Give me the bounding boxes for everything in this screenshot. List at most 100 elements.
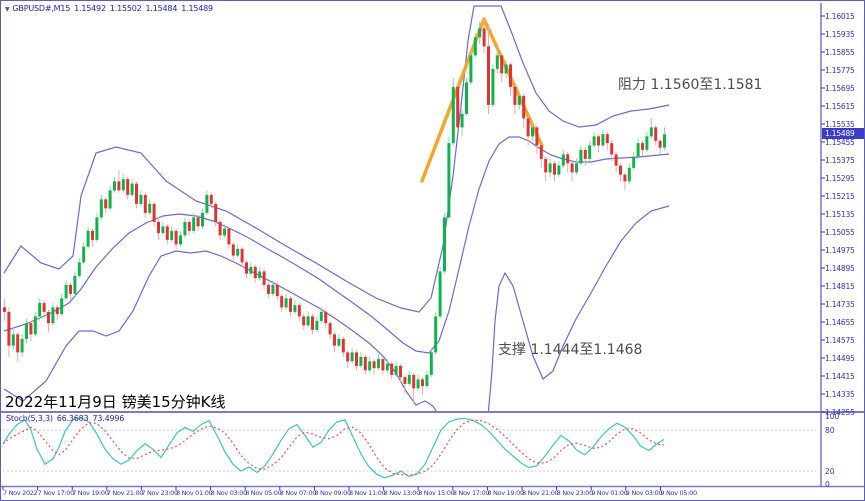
- candle: [469, 50, 473, 85]
- candle: [341, 336, 345, 357]
- candle: [240, 246, 244, 267]
- candle: [513, 84, 517, 114]
- time-axis-label: 8 Nov 15:00: [418, 489, 455, 497]
- candle: [108, 185, 112, 211]
- axis-ticks: [2, 15, 825, 490]
- candle: [267, 282, 270, 299]
- candle: [385, 359, 389, 373]
- candle: [135, 181, 138, 209]
- current-price-tag: 1.15489: [822, 128, 864, 139]
- price-axis-label: 1.15215: [825, 191, 855, 201]
- candle: [60, 293, 64, 317]
- candle: [592, 131, 596, 148]
- price-axis-label: 1.14655: [825, 317, 855, 327]
- candle: [597, 134, 600, 153]
- candle: [42, 300, 46, 319]
- time-axis-label: 7 Nov 17:00: [37, 489, 75, 497]
- candle: [245, 260, 248, 279]
- candle: [359, 352, 363, 369]
- candle: [302, 314, 306, 330]
- price-axis-label: 1.14255: [825, 407, 855, 417]
- candle: [258, 266, 262, 281]
- candle: [654, 125, 658, 146]
- candle: [491, 64, 495, 108]
- candle: [139, 190, 143, 207]
- price-axis-label: 1.14975: [825, 245, 855, 255]
- candle: [201, 208, 204, 229]
- stoch-k-value: 66.3683: [56, 414, 89, 423]
- candle: [205, 190, 209, 216]
- price-axis-label: 1.14815: [825, 281, 855, 291]
- candle: [152, 201, 156, 227]
- candle: [196, 215, 200, 231]
- candle: [11, 327, 15, 351]
- candle: [82, 242, 86, 265]
- candle: [535, 125, 539, 155]
- candle: [55, 305, 59, 321]
- candle: [526, 116, 530, 146]
- candle: [570, 161, 574, 182]
- time-axis-label: 7 Nov 23:00: [141, 489, 178, 497]
- date-note-annotation: 2022年11月9日 镑美15分钟K线: [5, 393, 226, 411]
- candle: [3, 298, 6, 321]
- candle: [324, 309, 328, 328]
- candle: [174, 228, 178, 249]
- candle: [517, 91, 521, 110]
- candle: [377, 354, 380, 371]
- candle: [482, 17, 486, 54]
- candle: [350, 347, 354, 364]
- candle: [588, 140, 592, 162]
- candle: [416, 374, 420, 391]
- candle: [16, 332, 20, 362]
- candle: [187, 219, 191, 236]
- candle: [297, 302, 301, 321]
- candle: [601, 129, 605, 148]
- candle: [412, 372, 416, 405]
- time-axis-label: 8 Nov 17:00: [452, 489, 490, 497]
- price-axis-label: 1.14895: [825, 263, 855, 273]
- candle: [165, 224, 169, 245]
- candle: [218, 219, 222, 240]
- candle: [143, 192, 147, 218]
- candle: [33, 311, 37, 337]
- candle: [170, 226, 174, 243]
- candle: [249, 262, 253, 276]
- stochastic-lines: [3, 417, 819, 479]
- candle: [86, 226, 90, 249]
- candle: [465, 77, 468, 117]
- candle: [179, 230, 182, 247]
- candle: [557, 161, 561, 177]
- price-axis-label: 1.16015: [825, 11, 855, 21]
- candle: [214, 201, 218, 227]
- candle: [658, 138, 662, 155]
- candle: [328, 320, 332, 339]
- candle: [500, 53, 504, 83]
- candle: [575, 158, 578, 175]
- price-axis-label: 1.15775: [825, 65, 855, 75]
- candle: [306, 311, 310, 328]
- chart-menu-icon[interactable]: ▼: [5, 6, 10, 13]
- candle: [522, 93, 526, 128]
- candlestick-series: [3, 17, 666, 405]
- candle: [531, 122, 534, 141]
- chart-header: ▼ GBPUSD#,M15 1.15492 1.15502 1.15484 1.15489: [5, 4, 217, 13]
- candle: [20, 334, 24, 357]
- price-axis-label: 1.15135: [825, 209, 855, 219]
- candle: [627, 163, 631, 184]
- candle: [284, 293, 288, 310]
- candle: [113, 176, 116, 193]
- candle: [399, 363, 402, 382]
- candle: [355, 350, 358, 371]
- candle: [561, 149, 565, 168]
- candle: [478, 21, 482, 45]
- stoch-axis-label: 100: [825, 411, 840, 421]
- candle: [29, 320, 33, 342]
- candle: [504, 59, 508, 78]
- time-axis-label: 9 Nov 03:00: [625, 489, 663, 497]
- candle: [447, 136, 451, 220]
- stoch-axis-label: 0: [825, 479, 830, 489]
- candle: [126, 176, 130, 200]
- candle: [121, 174, 125, 193]
